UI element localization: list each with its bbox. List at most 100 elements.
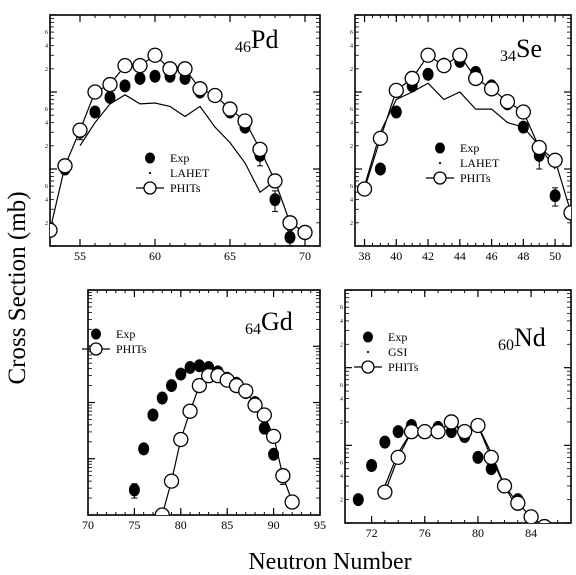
point-phits <box>377 484 393 500</box>
point-exp <box>366 458 378 472</box>
legend-marker-open <box>89 342 103 356</box>
legend-label: Exp <box>460 141 479 155</box>
point-exp <box>138 442 150 456</box>
legend-label: Exp <box>388 330 407 344</box>
y-minor-label: 2 <box>340 420 343 426</box>
point-phits <box>87 84 103 100</box>
point-phits <box>57 158 73 174</box>
element-label: 46Pd <box>235 25 278 56</box>
y-minor-label: 6 <box>45 107 48 113</box>
data-area <box>356 47 571 221</box>
legend-item-exp: Exp <box>363 330 407 344</box>
point-phits <box>456 424 473 440</box>
point-exp <box>269 193 281 207</box>
point-exp <box>166 379 178 393</box>
y-minor-label: 4 <box>45 44 48 50</box>
x-tick-label: 55 <box>74 249 86 263</box>
point-phits <box>275 468 291 484</box>
x-tick-label: 80 <box>472 526 484 540</box>
x-tick-label: 84 <box>525 526 537 540</box>
y-minor-label: 2 <box>340 342 343 348</box>
legend-label: PHITs <box>388 360 419 374</box>
point-phits <box>388 82 404 99</box>
point-phits <box>417 424 433 440</box>
legend-label: PHITs <box>170 181 201 195</box>
point-phits <box>356 181 373 197</box>
legend-marker-open <box>433 171 447 185</box>
point-exp <box>352 493 364 507</box>
point-phits <box>563 205 571 221</box>
y-minor-label: 6 <box>45 184 48 190</box>
point-phits <box>252 141 268 157</box>
point-phits <box>72 122 88 138</box>
point-phits <box>284 494 300 510</box>
x-tick-label: 90 <box>268 518 280 532</box>
point-phits <box>154 507 170 515</box>
y-minor-label: 4 <box>45 121 48 127</box>
point-phits <box>483 449 499 466</box>
series-line-phits <box>50 54 306 233</box>
point-phits <box>191 377 208 394</box>
element-label-symbol: Se <box>516 34 542 63</box>
y-minor-label: 2 <box>350 221 353 227</box>
y-minor-label: 4 <box>340 319 343 325</box>
point-phits <box>436 57 452 74</box>
x-tick-label: 70 <box>299 249 311 263</box>
y-minor-label: 6 <box>340 461 343 467</box>
x-tick-label: 48 <box>517 249 529 263</box>
legend-marker-filled <box>91 328 101 340</box>
legend-label: LAHET <box>170 166 210 180</box>
series-line-lahet <box>363 82 556 187</box>
point-phits <box>163 473 180 489</box>
element-label-symbol: Nd <box>514 323 546 352</box>
point-exp <box>134 71 146 85</box>
point-phits <box>470 417 486 434</box>
x-tick-label: 80 <box>175 518 187 532</box>
point-exp <box>119 79 131 93</box>
point-exp <box>89 105 101 119</box>
y-minor-label: 4 <box>340 397 343 403</box>
element-label-symbol: Pd <box>251 25 278 54</box>
y-axis-title: Cross Section (mb) <box>4 191 31 384</box>
data-area <box>352 414 552 523</box>
legend-item-phits: PHITs <box>426 171 491 185</box>
point-exp <box>156 391 168 405</box>
y-minor-label: 4 <box>340 474 343 480</box>
point-phits <box>50 222 58 238</box>
x-tick-label: 46 <box>486 249 498 263</box>
y-minor-label: 4 <box>350 198 353 204</box>
point-phits <box>182 403 198 419</box>
point-exp <box>485 462 497 476</box>
point-phits <box>256 407 272 423</box>
point-phits <box>282 215 298 231</box>
point-exp <box>268 447 280 461</box>
y-minor-label: 6 <box>350 184 353 190</box>
legend-marker-filled <box>435 142 445 154</box>
x-tick-label: 60 <box>149 249 161 263</box>
y-minor-label: 6 <box>45 30 48 36</box>
point-phits <box>372 130 389 147</box>
x-tick-label: 70 <box>82 518 94 532</box>
x-tick-label: 95 <box>314 518 326 532</box>
element-label: 64Gd <box>245 307 293 338</box>
plot-frame <box>354 14 572 247</box>
point-phits <box>468 70 484 87</box>
x-tick-label: 50 <box>549 249 561 263</box>
x-axis-title: Neutron Number <box>248 549 411 575</box>
point-exp <box>379 435 391 449</box>
legend-item-lahet: LAHET <box>148 166 210 180</box>
y-minor-label: 2 <box>45 67 48 73</box>
point-exp <box>258 421 270 435</box>
y-minor-label: 4 <box>45 198 48 204</box>
point-phits <box>515 104 532 120</box>
element-label: 34Se <box>500 34 542 65</box>
point-phits <box>496 478 513 494</box>
point-exp <box>184 360 196 374</box>
legend-label: PHITs <box>116 342 147 356</box>
point-phits <box>102 76 118 93</box>
legend-label: Exp <box>170 151 189 165</box>
legend-item-lahet: LAHET <box>438 156 500 170</box>
